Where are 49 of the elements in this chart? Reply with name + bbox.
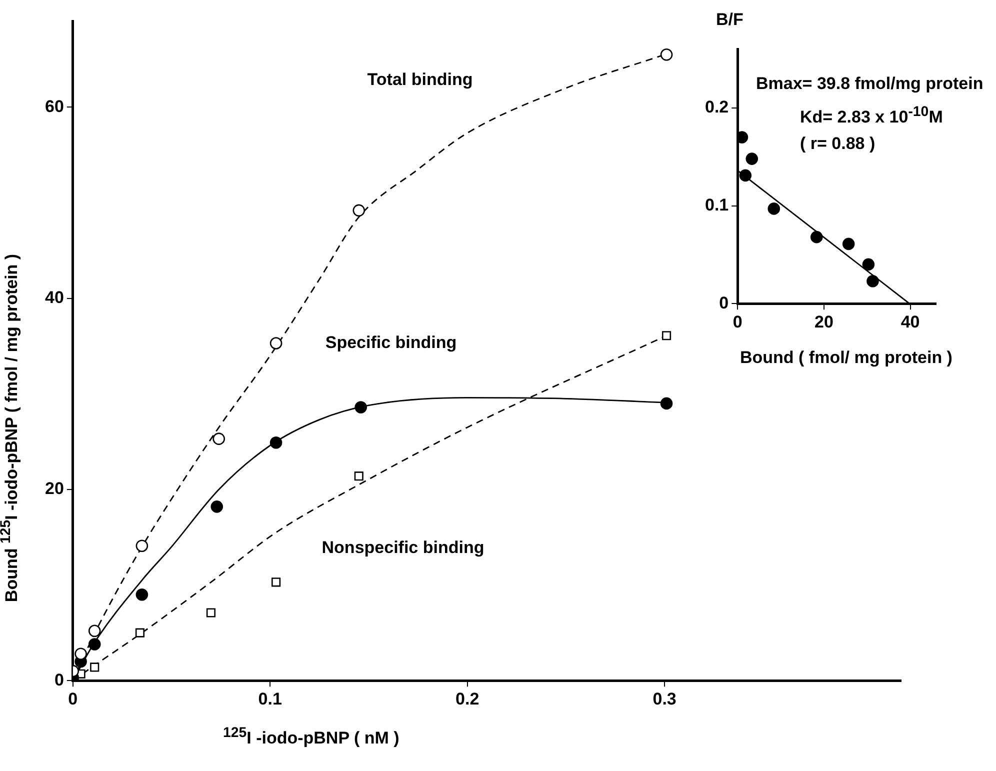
point <box>212 432 225 445</box>
point <box>270 436 282 449</box>
x-tick-label: 0 <box>732 312 742 332</box>
point <box>90 662 100 672</box>
point <box>74 648 87 660</box>
x-tick-label: 0.2 <box>456 689 480 708</box>
point <box>88 624 101 638</box>
y-axis-title: B/F <box>716 10 744 30</box>
x-axis-title: $^{125}$I -iodo-pBNP ( nM ) <box>223 725 400 749</box>
point <box>768 202 780 215</box>
point <box>660 48 673 61</box>
point <box>810 230 823 244</box>
x-tick-label: 0.3 <box>652 689 676 708</box>
point <box>88 638 101 650</box>
point <box>135 628 144 638</box>
annotation: Total binding <box>367 70 473 90</box>
x-tick-label: 0.1 <box>258 689 282 708</box>
point <box>210 500 224 513</box>
point <box>746 152 758 165</box>
point <box>136 540 148 552</box>
x-tick-label: 20 <box>814 312 834 332</box>
point <box>354 401 367 414</box>
point <box>866 274 879 288</box>
x-tick-label: 0 <box>68 689 78 708</box>
point <box>136 588 148 601</box>
point <box>352 204 366 217</box>
y-tick-label: 20 <box>44 479 64 498</box>
x-axis-title: Bound ( fmol/ mg protein ) <box>740 348 952 368</box>
point <box>272 578 281 587</box>
y-tick-label: 0.2 <box>704 98 729 117</box>
y-tick-label: 40 <box>44 288 64 308</box>
y-tick-label: 60 <box>44 96 64 116</box>
y-tick-label: 0 <box>54 670 64 690</box>
point <box>862 258 875 271</box>
point <box>662 331 672 340</box>
point <box>842 238 855 250</box>
point <box>354 472 364 481</box>
y-tick-label: 0 <box>719 293 729 312</box>
annotation: ( r= 0.88 ) <box>800 134 876 154</box>
annotation: Bmax= 39.8 fmol/mg protein <box>756 74 984 94</box>
point <box>270 337 282 350</box>
point <box>739 169 752 182</box>
annotation: Nonspecific binding <box>322 538 484 558</box>
y-tick-label: 0.1 <box>704 195 729 214</box>
annotation: Specific binding <box>325 333 457 353</box>
point <box>206 608 216 618</box>
annotation: Kd= 2.83 x 10$^{-10}$M <box>800 104 943 128</box>
point <box>660 397 673 410</box>
x-tick-label: 40 <box>900 312 920 332</box>
